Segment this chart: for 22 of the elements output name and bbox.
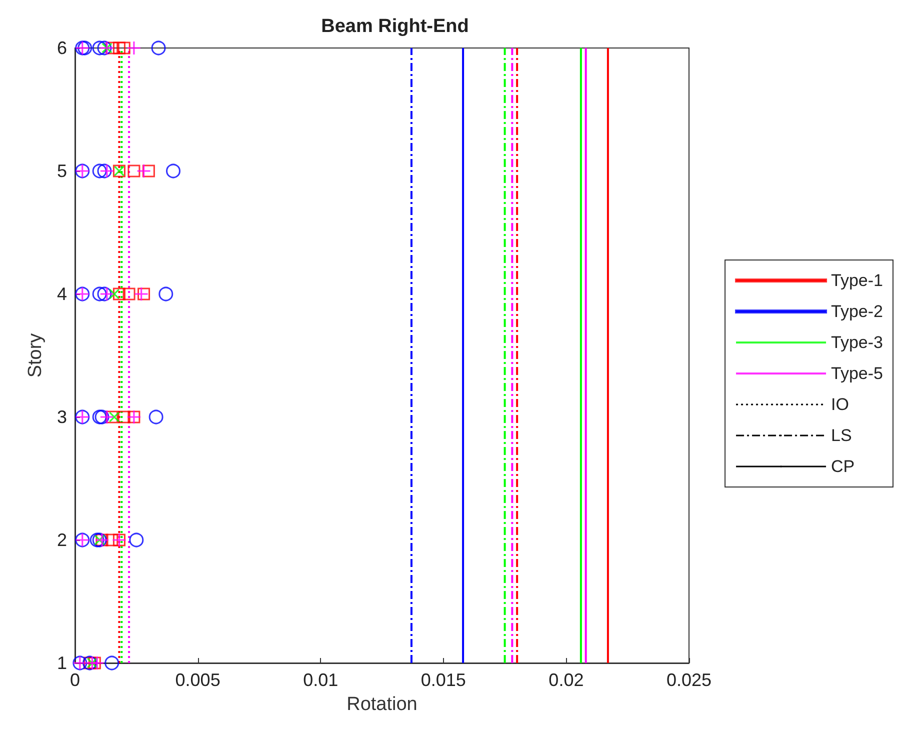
x-tick-label: 0.025 xyxy=(666,670,712,690)
text: Type-1 xyxy=(831,271,884,290)
x-tick-label: 0.02 xyxy=(548,670,584,690)
text: IO xyxy=(831,395,849,414)
x-tick-label: 0.015 xyxy=(420,670,466,690)
x-tick-label: 0.01 xyxy=(303,670,338,690)
y-tick-label: 1 xyxy=(56,653,67,673)
y-tick-label: 3 xyxy=(56,407,67,427)
text: CP xyxy=(831,457,855,476)
y-tick-label: 6 xyxy=(56,38,67,58)
text: Type-5 xyxy=(831,364,884,383)
y-tick-label: 4 xyxy=(56,284,67,304)
y-tick-label: 5 xyxy=(56,161,67,181)
text: Type-3 xyxy=(831,333,884,352)
text: LS xyxy=(831,426,852,445)
x-axis-title: Rotation xyxy=(346,694,418,715)
y-axis-title: Story xyxy=(25,332,46,378)
text: Type-2 xyxy=(831,302,884,321)
y-tick-label: 2 xyxy=(56,530,67,550)
x-tick-label: 0.005 xyxy=(175,670,220,690)
x-tick-label: 0 xyxy=(70,670,80,690)
chart-title: Beam Right-End xyxy=(321,16,469,37)
